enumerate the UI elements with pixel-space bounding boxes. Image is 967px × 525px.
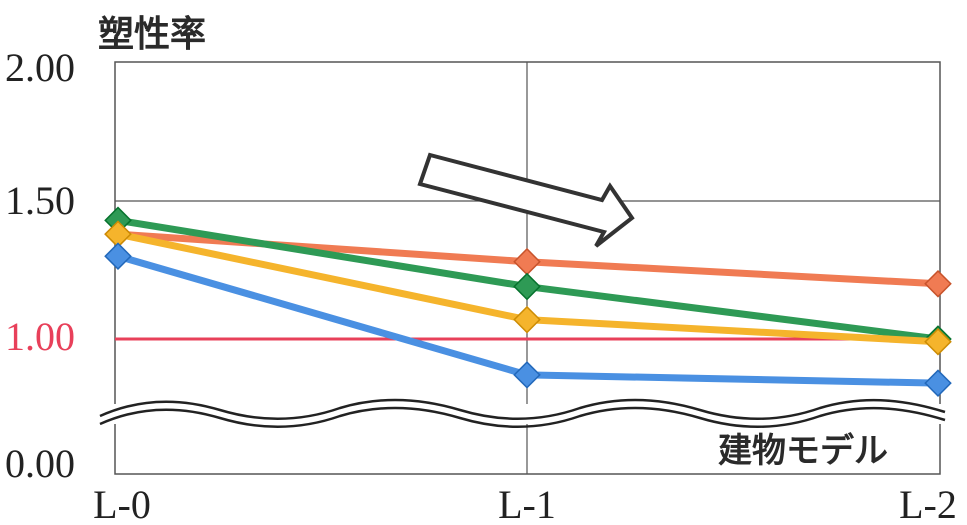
data-point-marker: [513, 361, 541, 389]
series-2: [104, 206, 952, 353]
data-point-marker: [104, 206, 132, 235]
trend-arrow-annotation: [417, 152, 635, 248]
axis-break-mask: [100, 404, 945, 424]
series-3: [104, 220, 952, 356]
data-point-marker: [924, 270, 952, 298]
data-point-marker: [104, 242, 132, 270]
y-tick-label: 2.00: [5, 45, 75, 90]
x-tick-labels: L-0 L-1 L-2: [93, 482, 957, 525]
x-tick-label: L-0: [93, 482, 151, 525]
y-tick-label: 0.00: [5, 441, 75, 486]
data-point-marker: [513, 305, 541, 334]
data-point-marker: [104, 220, 132, 248]
axis-break-line-bottom: [99, 406, 946, 428]
x-axis-label: 建物モデル: [718, 431, 888, 471]
data-point-marker: [513, 272, 541, 301]
axis-break: [99, 398, 946, 428]
x-tick-label: L-1: [498, 482, 556, 525]
y-tick-labels: 2.00 1.50 1.00 0.00: [5, 45, 75, 486]
y-tick-label: 1.00: [5, 314, 75, 359]
data-point-marker: [513, 247, 541, 276]
series-layer: [104, 206, 952, 397]
x-tick-label: L-2: [899, 482, 957, 525]
axis-break-line-top: [99, 398, 946, 420]
data-point-marker: [924, 369, 952, 397]
data-point-marker: [924, 327, 952, 356]
series-4: [104, 242, 952, 397]
y-axis-label: 塑性率: [98, 14, 206, 55]
y-tick-label: 1.50: [5, 178, 75, 223]
